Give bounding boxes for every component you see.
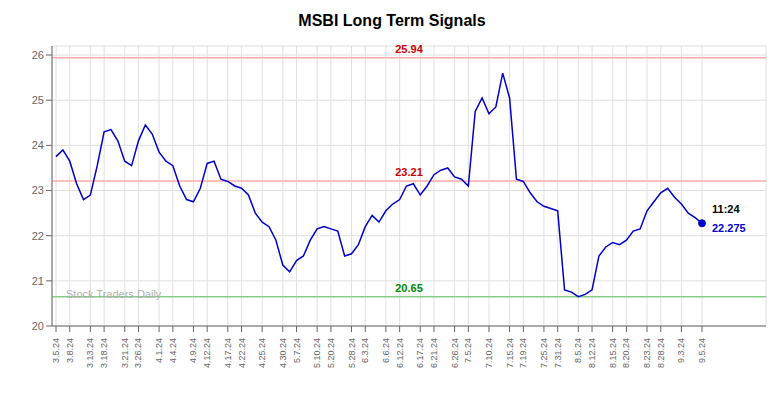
svg-text:25.94: 25.94 [395,43,423,55]
svg-text:4.1.24: 4.1.24 [154,338,164,363]
svg-text:7.15.24: 7.15.24 [505,338,515,368]
svg-text:4.30.24: 4.30.24 [278,338,288,368]
svg-text:8.15.24: 8.15.24 [608,338,618,368]
svg-text:6.6.24: 6.6.24 [381,338,391,363]
svg-text:5.28.24: 5.28.24 [347,338,357,368]
svg-text:24: 24 [32,139,44,151]
svg-text:8.20.24: 8.20.24 [621,338,631,368]
svg-text:7.19.24: 7.19.24 [518,338,528,368]
svg-text:6.17.24: 6.17.24 [415,338,425,368]
svg-text:5.20.24: 5.20.24 [326,338,336,368]
svg-text:7.5.24: 7.5.24 [463,338,473,363]
svg-text:6.21.24: 6.21.24 [429,338,439,368]
svg-text:20: 20 [32,320,44,332]
svg-text:4.4.24: 4.4.24 [168,338,178,363]
svg-text:9.5.24: 9.5.24 [697,338,707,363]
svg-text:4.25.24: 4.25.24 [257,338,267,368]
svg-text:3.13.24: 3.13.24 [85,338,95,368]
html-text:MSBI Long Term Signals: MSBI Long Term Signals [298,12,486,29]
svg-text:23.21: 23.21 [395,166,423,178]
svg-text:9.3.24: 9.3.24 [676,338,686,363]
svg-text:8.12.24: 8.12.24 [587,338,597,368]
svg-text:7.25.24: 7.25.24 [539,338,549,368]
svg-text:4.12.24: 4.12.24 [202,338,212,368]
svg-text:3.21.24: 3.21.24 [120,338,130,368]
svg-text:6.3.24: 6.3.24 [360,338,370,363]
svg-text:4.9.24: 4.9.24 [188,338,198,363]
html-text:Stock Traders Daily: Stock Traders Daily [66,288,162,300]
svg-text:3.5.24: 3.5.24 [51,338,61,363]
svg-text:11:24: 11:24 [712,203,740,215]
svg-text:23: 23 [32,184,44,196]
svg-text:22: 22 [32,230,44,242]
svg-text:6.12.24: 6.12.24 [395,338,405,368]
svg-text:4.22.24: 4.22.24 [237,338,247,368]
svg-text:5.7.24: 5.7.24 [292,338,302,363]
svg-text:25: 25 [32,94,44,106]
svg-text:7.31.24: 7.31.24 [553,338,563,368]
svg-text:8.28.24: 8.28.24 [656,338,666,368]
svg-text:7.10.24: 7.10.24 [484,338,494,368]
svg-text:4.17.24: 4.17.24 [223,338,233,368]
svg-text:8.23.24: 8.23.24 [642,338,652,368]
svg-text:26: 26 [32,49,44,61]
svg-text:3.8.24: 3.8.24 [65,338,75,363]
svg-text:22.275: 22.275 [712,222,746,234]
svg-text:5.10.24: 5.10.24 [312,338,322,368]
svg-text:21: 21 [32,275,44,287]
svg-text:3.26.24: 3.26.24 [133,338,143,368]
svg-text:6.26.24: 6.26.24 [450,338,460,368]
svg-text:8.5.24: 8.5.24 [573,338,583,363]
svg-text:20.65: 20.65 [395,282,423,294]
svg-text:3.18.24: 3.18.24 [99,338,109,368]
